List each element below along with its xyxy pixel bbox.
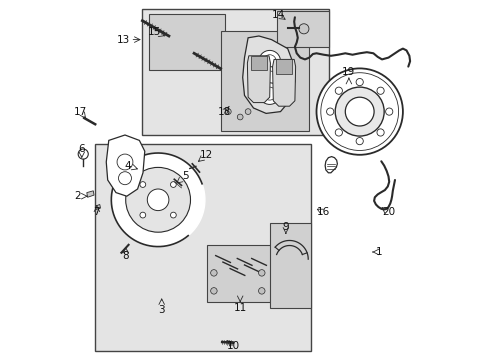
Circle shape xyxy=(326,108,333,115)
Bar xyxy=(95,144,310,351)
Text: 11: 11 xyxy=(233,303,246,313)
Text: 12: 12 xyxy=(200,150,213,160)
Text: 10: 10 xyxy=(226,341,240,351)
Circle shape xyxy=(355,78,363,86)
Text: 3: 3 xyxy=(158,305,164,315)
Text: 20: 20 xyxy=(381,207,394,217)
Circle shape xyxy=(345,97,373,126)
Circle shape xyxy=(376,129,384,136)
Text: 19: 19 xyxy=(342,67,355,77)
Circle shape xyxy=(170,182,176,188)
Circle shape xyxy=(140,212,145,218)
Circle shape xyxy=(335,87,342,94)
Text: 15: 15 xyxy=(147,27,161,37)
Polygon shape xyxy=(87,191,94,197)
Circle shape xyxy=(170,212,176,218)
Circle shape xyxy=(147,189,168,211)
Circle shape xyxy=(258,288,264,294)
Bar xyxy=(142,9,328,135)
Circle shape xyxy=(355,138,363,145)
Circle shape xyxy=(258,270,264,276)
Text: 18: 18 xyxy=(218,107,231,117)
Bar xyxy=(149,14,224,70)
Polygon shape xyxy=(96,204,101,210)
Circle shape xyxy=(385,108,392,115)
Polygon shape xyxy=(106,135,144,196)
Circle shape xyxy=(125,167,190,232)
Polygon shape xyxy=(272,59,295,106)
Circle shape xyxy=(244,109,250,114)
Bar xyxy=(269,223,310,308)
Bar xyxy=(221,31,309,131)
Text: 13: 13 xyxy=(117,35,130,45)
Bar xyxy=(206,245,280,302)
Polygon shape xyxy=(111,153,204,247)
Text: 7: 7 xyxy=(93,207,100,217)
Circle shape xyxy=(140,182,145,188)
Circle shape xyxy=(258,50,280,72)
Circle shape xyxy=(335,87,384,136)
Text: 8: 8 xyxy=(122,251,129,261)
Circle shape xyxy=(298,24,308,34)
Circle shape xyxy=(335,129,342,136)
Polygon shape xyxy=(276,59,291,74)
Circle shape xyxy=(78,149,88,159)
Polygon shape xyxy=(325,157,337,173)
Text: 4: 4 xyxy=(124,161,131,171)
Text: 14: 14 xyxy=(271,10,285,20)
Text: 9: 9 xyxy=(282,222,288,232)
Circle shape xyxy=(225,109,231,114)
Circle shape xyxy=(237,114,243,120)
Circle shape xyxy=(210,288,217,294)
Text: 1: 1 xyxy=(375,247,382,257)
Bar xyxy=(276,11,328,47)
Text: 6: 6 xyxy=(78,144,85,154)
Circle shape xyxy=(210,270,217,276)
Polygon shape xyxy=(247,56,270,103)
Circle shape xyxy=(316,68,402,155)
Polygon shape xyxy=(250,56,266,70)
Polygon shape xyxy=(242,36,294,113)
Circle shape xyxy=(258,67,280,88)
Text: 2: 2 xyxy=(74,191,80,201)
Text: 17: 17 xyxy=(74,107,87,117)
Text: 16: 16 xyxy=(316,207,330,217)
Circle shape xyxy=(258,83,280,104)
Circle shape xyxy=(376,87,384,94)
Text: 5: 5 xyxy=(182,171,188,181)
